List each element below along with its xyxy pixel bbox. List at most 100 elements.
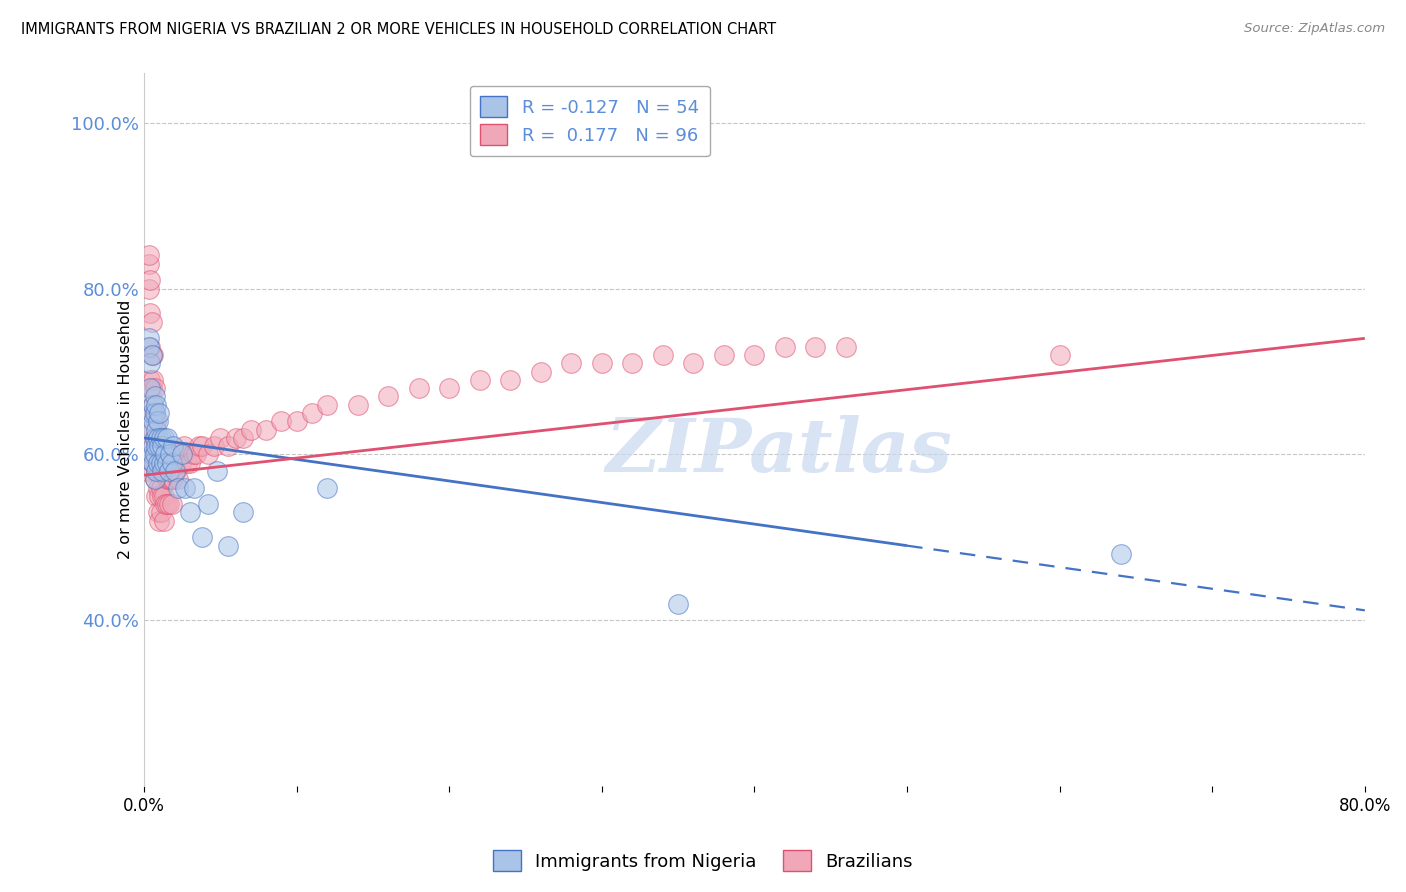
Point — [149, 481, 172, 495]
Text: ZIPatlas: ZIPatlas — [606, 415, 952, 487]
Point — [136, 439, 159, 453]
Point — [138, 282, 160, 296]
Point — [153, 489, 176, 503]
Point — [156, 431, 179, 445]
Point — [142, 439, 165, 453]
Point — [139, 423, 162, 437]
Point — [148, 464, 170, 478]
Point — [139, 273, 162, 287]
Point — [138, 257, 160, 271]
Point — [145, 464, 167, 478]
Point — [141, 348, 163, 362]
Point — [143, 431, 166, 445]
Point — [152, 489, 174, 503]
Point — [499, 373, 522, 387]
Point — [170, 456, 193, 470]
Point — [232, 506, 254, 520]
Point — [530, 364, 553, 378]
Point — [148, 514, 170, 528]
Text: IMMIGRANTS FROM NIGERIA VS BRAZILIAN 2 OR MORE VEHICLES IN HOUSEHOLD CORRELATION: IMMIGRANTS FROM NIGERIA VS BRAZILIAN 2 O… — [21, 22, 776, 37]
Point — [143, 472, 166, 486]
Point — [207, 464, 229, 478]
Point — [141, 381, 163, 395]
Point — [804, 340, 827, 354]
Point — [270, 414, 292, 428]
Point — [152, 439, 174, 453]
Point — [149, 456, 172, 470]
Point — [188, 439, 211, 453]
Point — [713, 348, 735, 362]
Point — [149, 431, 172, 445]
Point — [157, 464, 180, 478]
Point — [145, 414, 167, 428]
Point — [162, 439, 184, 453]
Point — [682, 356, 704, 370]
Point — [183, 481, 205, 495]
Y-axis label: 2 or more Vehicles in Household: 2 or more Vehicles in Household — [118, 300, 134, 559]
Point — [138, 340, 160, 354]
Point — [155, 464, 177, 478]
Point — [143, 431, 166, 445]
Point — [1049, 348, 1071, 362]
Point — [153, 431, 176, 445]
Point — [145, 398, 167, 412]
Point — [146, 456, 169, 470]
Point — [153, 464, 176, 478]
Point — [143, 389, 166, 403]
Point — [217, 439, 239, 453]
Point — [591, 356, 613, 370]
Point — [152, 456, 174, 470]
Point — [148, 406, 170, 420]
Point — [160, 472, 183, 486]
Point — [148, 439, 170, 453]
Point — [146, 456, 169, 470]
Point — [142, 348, 165, 362]
Point — [197, 447, 219, 461]
Point — [139, 373, 162, 387]
Point — [146, 431, 169, 445]
Point — [139, 306, 162, 320]
Point — [143, 472, 166, 486]
Point — [142, 398, 165, 412]
Point — [174, 481, 197, 495]
Point — [149, 506, 172, 520]
Point — [141, 447, 163, 461]
Point — [145, 439, 167, 453]
Point — [142, 414, 165, 428]
Point — [146, 414, 169, 428]
Point — [143, 447, 166, 461]
Point — [143, 406, 166, 420]
Point — [142, 373, 165, 387]
Point — [202, 439, 225, 453]
Point — [285, 414, 308, 428]
Point — [184, 447, 207, 461]
Point — [159, 472, 181, 486]
Point — [143, 406, 166, 420]
Point — [155, 497, 177, 511]
Point — [136, 451, 159, 466]
Point — [160, 497, 183, 511]
Point — [651, 348, 673, 362]
Point — [145, 489, 167, 503]
Point — [560, 356, 582, 370]
Point — [142, 456, 165, 470]
Point — [160, 456, 183, 470]
Point — [139, 381, 162, 395]
Point — [191, 439, 214, 453]
Point — [254, 423, 277, 437]
Point — [209, 431, 232, 445]
Point — [165, 464, 187, 478]
Point — [172, 447, 194, 461]
Point — [142, 423, 165, 437]
Point — [316, 481, 339, 495]
Point — [621, 356, 644, 370]
Point — [468, 373, 491, 387]
Point — [142, 398, 165, 412]
Point — [239, 423, 262, 437]
Point — [232, 431, 254, 445]
Point — [191, 530, 214, 544]
Point — [179, 456, 201, 470]
Point — [666, 597, 689, 611]
Point — [156, 456, 179, 470]
Point — [141, 406, 163, 420]
